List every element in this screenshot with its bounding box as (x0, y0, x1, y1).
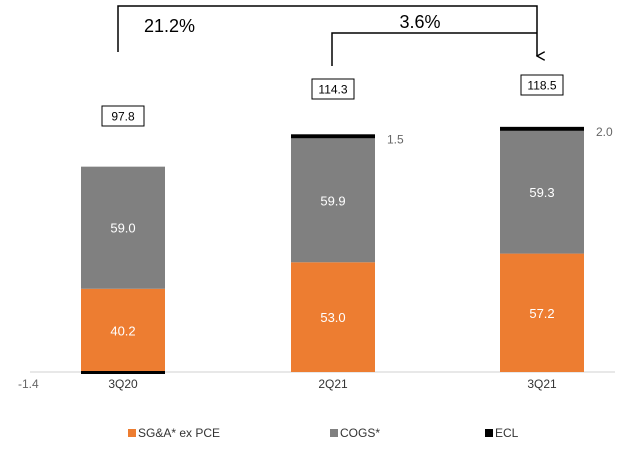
legend-swatch-1 (330, 429, 338, 437)
bar-ecl-3Q20 (81, 371, 165, 374)
bar-sga-3Q20 (81, 288, 165, 372)
bar-cogs-2Q21 (291, 138, 375, 263)
legend-item-1: COGS* (330, 426, 380, 440)
bar-sga-2Q21 (291, 262, 375, 372)
bar-sga-3Q21 (500, 253, 584, 372)
cogs-label-2Q21: 59.9 (320, 193, 345, 208)
legend-swatch-2 (485, 429, 493, 437)
legend-item-0: SG&A* ex PCE (128, 426, 220, 440)
ecl-label-2Q21: 1.5 (387, 132, 404, 146)
total-box-2Q21: 114.3 (311, 78, 355, 100)
bar-cogs-3Q21 (500, 130, 584, 254)
ecl-label-3Q20: -1.4 (18, 377, 39, 391)
legend-label-1: COGS* (340, 426, 380, 440)
growth-bracket-qoq (331, 32, 537, 66)
cogs-label-3Q20: 59.0 (110, 221, 135, 236)
total-label-3Q21: 118.5 (527, 79, 556, 93)
legend-item-2: ECL (485, 426, 519, 440)
legend-swatch-0 (128, 429, 136, 437)
sga-label-3Q21: 57.2 (529, 306, 554, 321)
total-label-3Q20: 97.8 (111, 110, 135, 124)
sga-label-2Q21: 53.0 (320, 310, 345, 325)
category-label-2Q21: 2Q21 (318, 377, 348, 391)
total-box-3Q21: 118.5 (520, 74, 564, 96)
total-label-2Q21: 114.3 (318, 83, 347, 97)
cogs-label-3Q21: 59.3 (529, 185, 554, 200)
legend-label-2: ECL (495, 426, 519, 440)
growth-bracket-yoy (117, 5, 537, 56)
sga-label-3Q20: 40.2 (110, 323, 135, 338)
growth-label-yoy: 21.2% (144, 16, 195, 36)
growth-label-qoq: 3.6% (399, 12, 440, 32)
bar-cogs-3Q20 (81, 166, 165, 289)
legend-label-0: SG&A* ex PCE (138, 426, 220, 440)
category-label-3Q21: 3Q21 (527, 377, 557, 391)
total-box-3Q20: 97.8 (101, 105, 145, 127)
ecl-label-3Q21: 2.0 (596, 125, 613, 139)
bar-ecl-3Q21 (500, 126, 584, 131)
bar-ecl-2Q21 (291, 134, 375, 139)
category-label-3Q20: 3Q20 (108, 377, 138, 391)
